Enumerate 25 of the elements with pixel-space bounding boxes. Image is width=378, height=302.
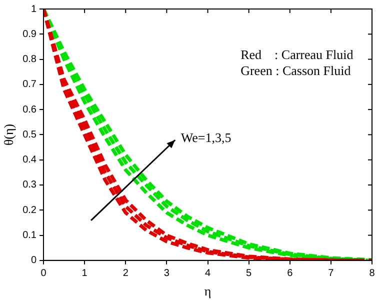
x-tick-label: 3 (164, 268, 170, 280)
x-tick-label: 8 (369, 268, 376, 280)
annotation: We=1,3,5 (180, 130, 232, 146)
x-tick-label: 5 (246, 268, 252, 280)
y-tick-label: 0.7 (22, 79, 37, 90)
x-tick-label: 6 (287, 268, 294, 280)
y-tick-label: 0.6 (22, 104, 37, 116)
x-axis-title: η (204, 284, 212, 299)
y-tick-label: 0.1 (22, 230, 37, 242)
y-tick-label: 0 (30, 255, 37, 266)
y-tick-label: 0.9 (22, 28, 37, 40)
y-axis-title: θ(η) (1, 124, 16, 146)
x-tick-label: 7 (328, 268, 334, 280)
x-tick-label: 1 (82, 268, 88, 280)
y-tick-label: 1 (30, 4, 37, 15)
y-tick-label: 0.3 (22, 180, 37, 191)
x-tick-label: 4 (204, 268, 211, 280)
y-tick-label: 0.4 (22, 154, 37, 166)
y-tick-label: 0.8 (22, 54, 37, 66)
annotation: Red : Carreau Fluid (240, 47, 354, 63)
y-tick-label: 0.2 (22, 204, 37, 216)
annotation: Green : Casson Fluid (240, 63, 351, 79)
y-tick-label: 0.5 (22, 129, 37, 140)
x-tick-label: 0 (40, 268, 47, 280)
x-tick-label: 2 (122, 268, 129, 280)
